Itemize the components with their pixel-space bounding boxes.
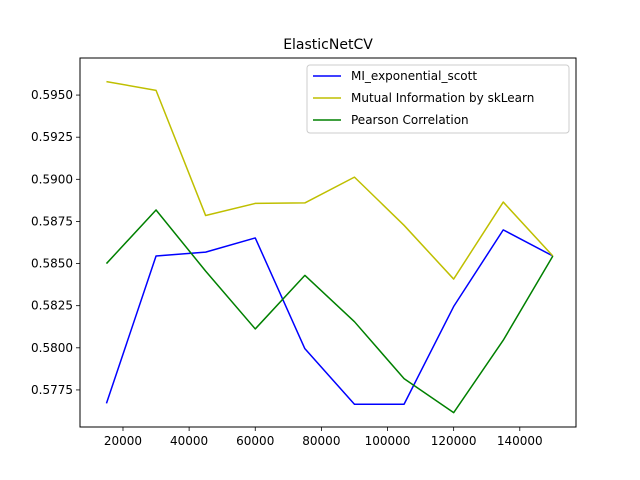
- y-tick-label: 0.5925: [31, 130, 73, 144]
- legend-entry-label: Mutual Information by skLearn: [351, 91, 534, 105]
- plot-frame: [79, 57, 577, 428]
- legend-entry-label: MI_exponential_scott: [351, 69, 477, 83]
- x-tick-label: 60000: [236, 434, 274, 448]
- x-tick-label: 120000: [431, 434, 477, 448]
- y-tick-label: 0.5875: [31, 214, 73, 228]
- y-tick-label: 0.5825: [31, 299, 73, 313]
- x-tick-label: 20000: [104, 434, 142, 448]
- x-tick-label: 100000: [365, 434, 411, 448]
- series-line-0: [105, 229, 554, 405]
- chart-title: ElasticNetCV: [283, 37, 373, 53]
- x-tick-label: 40000: [170, 434, 208, 448]
- y-tick-label: 0.5800: [31, 341, 73, 355]
- legend-entry-label: Pearson Correlation: [351, 113, 469, 127]
- legend-box: [306, 64, 570, 134]
- series-line-2: [105, 209, 554, 414]
- y-tick-label: 0.5850: [31, 257, 73, 271]
- x-tick-label: 140000: [497, 434, 543, 448]
- y-tick-label: 0.5900: [31, 172, 73, 186]
- x-tick-label: 80000: [302, 434, 340, 448]
- x-axis: 20000 40000 60000 80000 100000 120000 140000: [104, 427, 543, 448]
- series-layer: [105, 80, 554, 414]
- series-line-1: [106, 80, 554, 280]
- y-tick-label: 0.5775: [31, 383, 73, 397]
- y-tick-label: 0.5950: [31, 88, 73, 102]
- y-axis: 0.5775 0.5800 0.5825 0.5850 0.5875 0.5900 0.59…: [31, 88, 80, 397]
- legend: MI_exponential_scott Mutual Information b…: [306, 64, 570, 134]
